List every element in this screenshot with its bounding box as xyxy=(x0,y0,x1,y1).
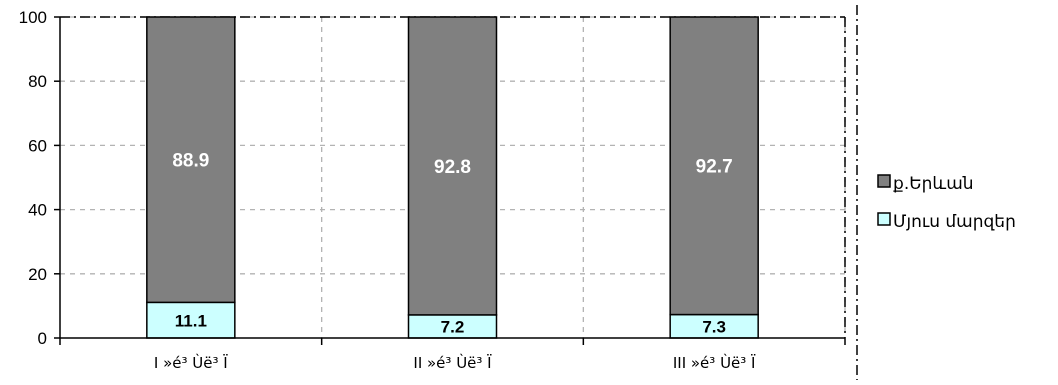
x-category-label: I »é³ Ùë³ Ï xyxy=(154,353,228,372)
data-label: 92.7 xyxy=(696,157,733,178)
bar-segment xyxy=(669,16,759,316)
data-label: 7.2 xyxy=(441,318,465,337)
legend-swatch xyxy=(877,174,891,188)
data-label: 11.1 xyxy=(175,311,207,330)
axes: 0 20 40 60 80 100 I »é³ Ùë³ Ï II »é³ Ùë³ Ï III »… xyxy=(19,8,846,372)
x-category-label: II »é³ Ùë³ Ï xyxy=(413,353,492,372)
data-label: 92.8 xyxy=(434,157,471,178)
x-category-label: III »é³ Ùë³ Ï xyxy=(673,353,756,372)
bar-segment xyxy=(146,16,236,304)
y-tick-label: 60 xyxy=(28,136,47,155)
data-label: 7.3 xyxy=(702,317,726,336)
y-tick-label: 20 xyxy=(28,265,47,284)
y-tick-label: 40 xyxy=(28,201,47,220)
y-tick-label: 80 xyxy=(28,72,47,91)
bars: 11.1 88.9 7.2 92.8 7.3 92.7 xyxy=(146,16,759,339)
legend-swatch xyxy=(877,212,891,226)
bar-segment xyxy=(407,16,498,316)
legend-label: ք.Երևան xyxy=(893,174,974,194)
y-tick-label: 0 xyxy=(38,329,47,348)
y-tick-label: 100 xyxy=(19,8,47,27)
legend-label: Մյուս մարզեր xyxy=(893,212,1016,232)
data-label: 88.9 xyxy=(172,151,209,172)
legend: ք.Երևան Մյուս մարզեր xyxy=(877,174,1016,232)
